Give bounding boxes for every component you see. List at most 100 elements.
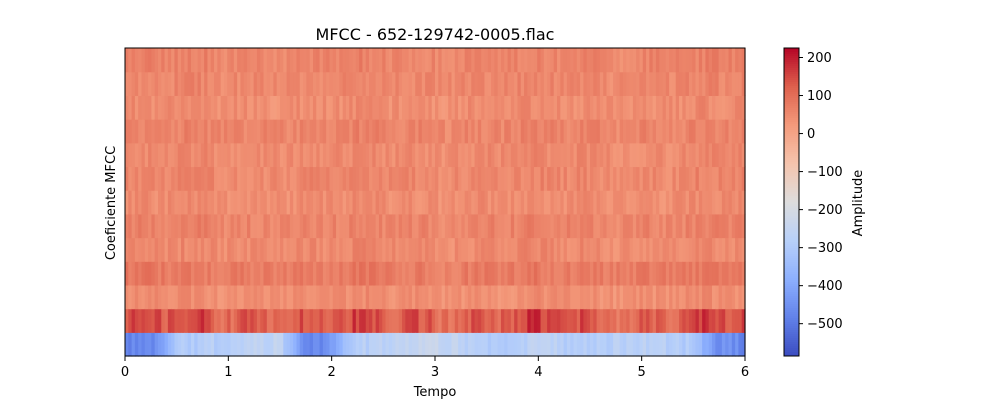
heatmap-cell (514, 237, 519, 262)
heatmap-cell (655, 284, 660, 310)
heatmap-cell (636, 119, 641, 144)
heatmap-cell (293, 237, 298, 262)
heatmap-cell (164, 142, 169, 168)
heatmap-cell (448, 284, 453, 310)
heatmap-cell (181, 190, 185, 215)
heatmap-cell (233, 95, 238, 120)
heatmap-cell (217, 213, 222, 239)
heatmap-cell (240, 284, 245, 310)
heatmap-cell (603, 71, 608, 96)
heatmap-cell (679, 71, 683, 96)
heatmap-cell (131, 213, 136, 239)
heatmap-cell (682, 284, 687, 310)
heatmap-cell (431, 71, 436, 96)
heatmap-cell (712, 332, 716, 357)
heatmap-cell (481, 48, 486, 73)
heatmap-cell (590, 142, 594, 168)
heatmap-cell (157, 237, 162, 262)
heatmap-cell (695, 284, 700, 310)
heatmap-cell (200, 308, 205, 333)
heatmap-cell (197, 142, 202, 168)
heatmap-cell (425, 142, 430, 168)
heatmap-cell (563, 95, 568, 120)
heatmap-cell (233, 308, 238, 333)
heatmap-cell (214, 332, 218, 357)
heatmap-cell (702, 332, 707, 357)
heatmap-cell (204, 332, 209, 357)
heatmap-cell (622, 308, 627, 333)
heatmap-cell (609, 284, 614, 310)
heatmap-cell (138, 237, 143, 262)
heatmap-cell (128, 71, 133, 96)
heatmap-cell (319, 71, 324, 96)
colorbar-strip (784, 196, 799, 199)
heatmap-cell (369, 71, 373, 96)
heatmap-cell (596, 213, 601, 239)
heatmap-cell (583, 142, 588, 168)
heatmap-cell (342, 332, 347, 357)
colorbar-strip (784, 258, 799, 261)
heatmap-cell (200, 261, 205, 286)
heatmap-cell (161, 119, 166, 144)
heatmap-cell (553, 142, 558, 168)
heatmap-cell (481, 71, 486, 96)
heatmap-cell (695, 261, 700, 286)
heatmap-cell (230, 142, 235, 168)
heatmap-cell (141, 166, 146, 191)
heatmap-cell (454, 190, 459, 215)
heatmap-cell (345, 237, 350, 262)
colorbar-strip (784, 280, 799, 283)
heatmap-cell (514, 48, 519, 73)
heatmap-cell (471, 119, 476, 144)
heatmap-cell (613, 166, 617, 191)
heatmap-cell (586, 261, 591, 286)
heatmap-cell (613, 71, 617, 96)
heatmap-cell (398, 332, 403, 357)
heatmap-cell (461, 119, 466, 144)
heatmap-cell (702, 213, 707, 239)
heatmap-cell (214, 95, 218, 120)
heatmap-cell (418, 190, 423, 215)
heatmap-cell (553, 308, 558, 333)
heatmap-cell (626, 95, 631, 120)
heatmap-cell (415, 95, 420, 120)
heatmap-cell (688, 190, 693, 215)
heatmap-cell (378, 119, 383, 144)
heatmap-cell (385, 261, 390, 286)
colorbar-strip (784, 290, 799, 293)
heatmap-cell (715, 48, 720, 73)
heatmap-cell (369, 48, 373, 73)
heatmap-cell (741, 48, 746, 73)
heatmap-cell (167, 142, 172, 168)
heatmap-cell (332, 71, 337, 96)
colorbar-strip (784, 292, 799, 295)
heatmap-cell (741, 190, 746, 215)
heatmap-cell (725, 71, 730, 96)
heatmap-cell (421, 71, 426, 96)
heatmap-cell (557, 237, 561, 262)
heatmap-cell (497, 166, 502, 191)
heatmap-cell (385, 332, 390, 357)
heatmap-cell (345, 166, 350, 191)
heatmap-cell (669, 284, 674, 310)
colorbar-tick-label: 0 (807, 127, 815, 142)
heatmap-cell (128, 142, 133, 168)
heatmap-cell (210, 237, 215, 262)
colorbar-strip (784, 318, 799, 321)
heatmap-cell (125, 332, 129, 357)
heatmap-cell (365, 119, 370, 144)
heatmap-cell (207, 237, 212, 262)
colorbar-strip (784, 198, 799, 201)
heatmap-cell (289, 166, 294, 191)
heatmap-cell (448, 237, 453, 262)
heatmap-cell (365, 213, 370, 239)
heatmap-cell (642, 190, 647, 215)
heatmap-cell (144, 190, 149, 215)
heatmap-cell (599, 142, 604, 168)
heatmap-cell (306, 190, 311, 215)
heatmap-cell (596, 119, 601, 144)
heatmap-cell (599, 190, 604, 215)
heatmap-cell (586, 284, 591, 310)
heatmap-cell (553, 237, 558, 262)
heatmap-cell (741, 213, 746, 239)
